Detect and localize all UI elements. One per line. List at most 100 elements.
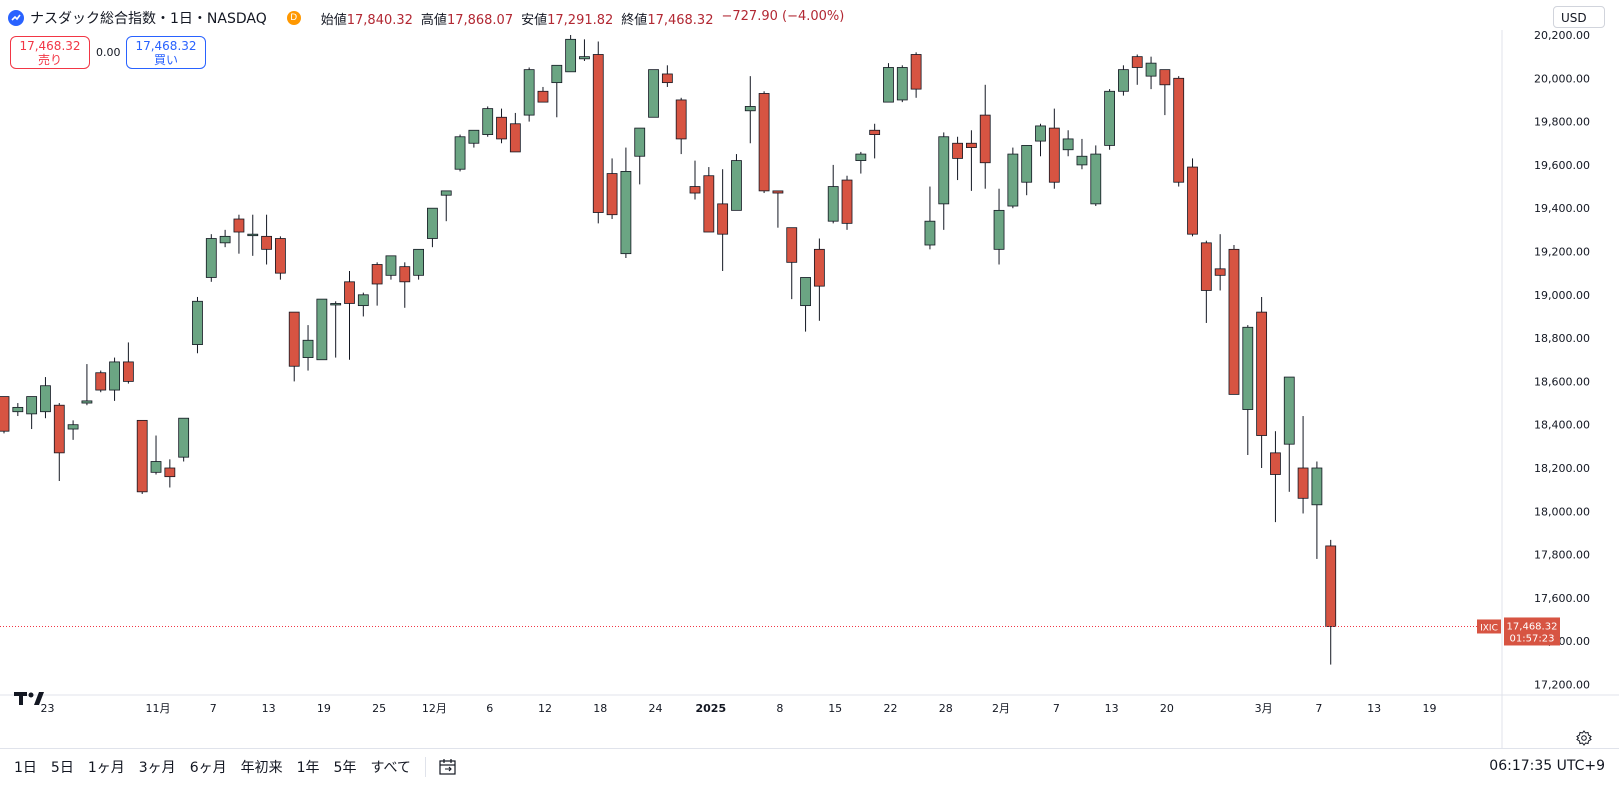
trend-logo-icon[interactable] [8, 10, 24, 26]
x-tick-label: 7 [1315, 702, 1322, 715]
buy-label: 買い [153, 52, 178, 67]
candle-body [772, 190, 784, 194]
candle-body [109, 361, 120, 391]
bottom-toolbar: 1日 5日 1ヶ月 3ヶ月 6ヶ月 年初来 1年 5年 すべて 06:17:35… [0, 748, 1619, 785]
candle-body [302, 339, 314, 358]
candle-body [661, 73, 673, 84]
candle-body [924, 220, 936, 246]
candle-body [205, 238, 217, 278]
y-tick-label: 20,200.00 [1534, 30, 1590, 42]
buy-button[interactable]: 17,468.32 買い [126, 36, 206, 69]
candle-body [1104, 90, 1115, 146]
range-1y[interactable]: 1年 [296, 760, 320, 776]
candle-body [1035, 125, 1046, 142]
candle-body [1173, 77, 1185, 183]
candle-body [634, 127, 646, 157]
candle-body [136, 419, 148, 493]
last-price-label: 17,468.32 [1507, 621, 1558, 632]
price-chart[interactable]: 17,200.0017,400.0017,600.0017,800.0018,0… [0, 30, 1619, 748]
sell-price: 17,468.32 [19, 38, 81, 53]
candle-body [53, 404, 65, 454]
y-tick-label: 18,600.00 [1534, 375, 1590, 388]
y-tick-label: 18,400.00 [1534, 419, 1590, 432]
x-tick-label: 2月 [992, 702, 1010, 715]
range-5y[interactable]: 5年 [333, 760, 357, 776]
candle-body [1214, 268, 1226, 276]
calendar-range-icon[interactable] [438, 758, 458, 776]
range-ytd[interactable]: 年初来 [240, 760, 283, 776]
candle-body [399, 266, 411, 283]
candle-body [1062, 138, 1074, 151]
close-label: 終値 [621, 12, 648, 28]
candle-body [316, 298, 328, 361]
candle-body [288, 311, 300, 367]
tradingview-logo[interactable] [14, 690, 46, 711]
candle-body [468, 129, 480, 144]
candle-body [1200, 242, 1212, 291]
candle-body [1187, 166, 1198, 235]
candle-body [26, 396, 38, 415]
candle-body [883, 67, 894, 103]
candle-body [261, 235, 272, 250]
candle-body [192, 300, 203, 345]
candle-body [274, 238, 286, 274]
symbol-title[interactable]: ナスダック総合指数・1日・NASDAQ [30, 11, 267, 27]
candle-body [1311, 467, 1323, 506]
ohlc-values: 始値17,840.32 高値17,868.07 安値17,291.82 終値17… [321, 9, 845, 28]
y-tick-label: 19,400.00 [1534, 202, 1590, 215]
candle-body [164, 467, 176, 478]
toolbar-divider [424, 757, 426, 777]
y-tick-label: 17,800.00 [1534, 549, 1590, 562]
low-label: 安値 [521, 12, 548, 28]
sell-button[interactable]: 17,468.32 売り [10, 36, 90, 69]
candle-body [95, 372, 107, 391]
currency-selector[interactable]: USD [1553, 6, 1605, 28]
candle-body [1159, 69, 1171, 86]
candle-body [952, 142, 963, 159]
candle-body [689, 186, 701, 194]
candle-body [731, 160, 742, 211]
range-5d[interactable]: 5日 [50, 760, 74, 776]
candle-body [910, 54, 922, 90]
data-delay-badge[interactable]: D [286, 11, 301, 25]
candle-body [606, 173, 618, 216]
candle-body [717, 203, 729, 235]
candle-body [1076, 155, 1088, 166]
high-value: 17,868.07 [446, 12, 514, 28]
candle-body [12, 406, 24, 413]
candle-body [482, 108, 494, 135]
y-tick-label: 18,800.00 [1534, 332, 1590, 345]
candle-body [993, 209, 1005, 250]
clock-timezone[interactable]: 06:17:35 UTC+9 [1489, 758, 1605, 774]
x-tick-label: 15 [828, 702, 842, 715]
symbol-tag [1477, 619, 1501, 634]
range-6m[interactable]: 6ヶ月 [189, 760, 227, 776]
candle-body [150, 461, 162, 473]
range-all[interactable]: すべて [370, 760, 411, 776]
x-tick-label: 12月 [422, 702, 447, 715]
candle-body [565, 38, 577, 73]
open-value: 17,840.32 [346, 12, 413, 28]
range-1m[interactable]: 1ヶ月 [87, 760, 125, 776]
candle-body [509, 123, 521, 153]
candle-body [178, 417, 190, 458]
x-tick-label: 23 [40, 702, 54, 715]
candle-body [786, 227, 798, 263]
candle-body [827, 186, 839, 222]
candle-body [620, 170, 632, 255]
candle-body [841, 179, 853, 224]
candle-body [496, 116, 507, 140]
candle-body [537, 90, 549, 103]
candle-body [869, 129, 881, 135]
range-1d[interactable]: 1日 [14, 760, 37, 776]
candle-body [1283, 376, 1295, 445]
x-tick-label: 7 [210, 702, 217, 715]
candle-body [703, 175, 715, 233]
range-3m[interactable]: 3ヶ月 [138, 760, 176, 776]
y-tick-label: 17,200.00 [1534, 679, 1590, 692]
y-tick-label: 19,200.00 [1534, 246, 1590, 259]
countdown-label: 01:57:23 [1510, 633, 1555, 644]
candle-body [122, 361, 134, 382]
settings-gear-icon[interactable] [1576, 730, 1592, 746]
